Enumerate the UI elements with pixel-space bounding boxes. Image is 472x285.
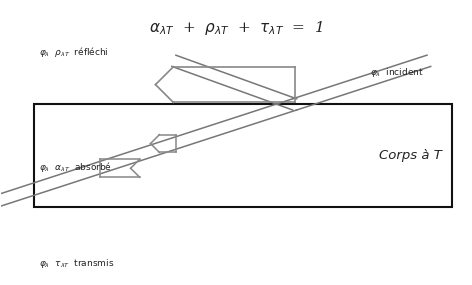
Text: $\alpha_{\lambda T}$  +  $\rho_{\lambda T}$  +  $\tau_{\lambda T}$  =  1: $\alpha_{\lambda T}$ + $\rho_{\lambda T}… [149,19,323,37]
Text: $\varphi_{\lambda}$  $\tau_{\lambda T}$  transmis: $\varphi_{\lambda}$ $\tau_{\lambda T}$ t… [39,257,114,270]
Text: Corps à T: Corps à T [379,149,442,162]
Text: $\varphi_{\lambda}$  incident: $\varphi_{\lambda}$ incident [370,66,424,79]
Text: $\varphi_{\lambda}$  $\rho_{\lambda T}$  réfléchi: $\varphi_{\lambda}$ $\rho_{\lambda T}$ r… [39,45,109,59]
Text: $\varphi_{\lambda}$  $\alpha_{\lambda T}$  absorbé: $\varphi_{\lambda}$ $\alpha_{\lambda T}$… [39,160,112,174]
Bar [34,104,452,207]
